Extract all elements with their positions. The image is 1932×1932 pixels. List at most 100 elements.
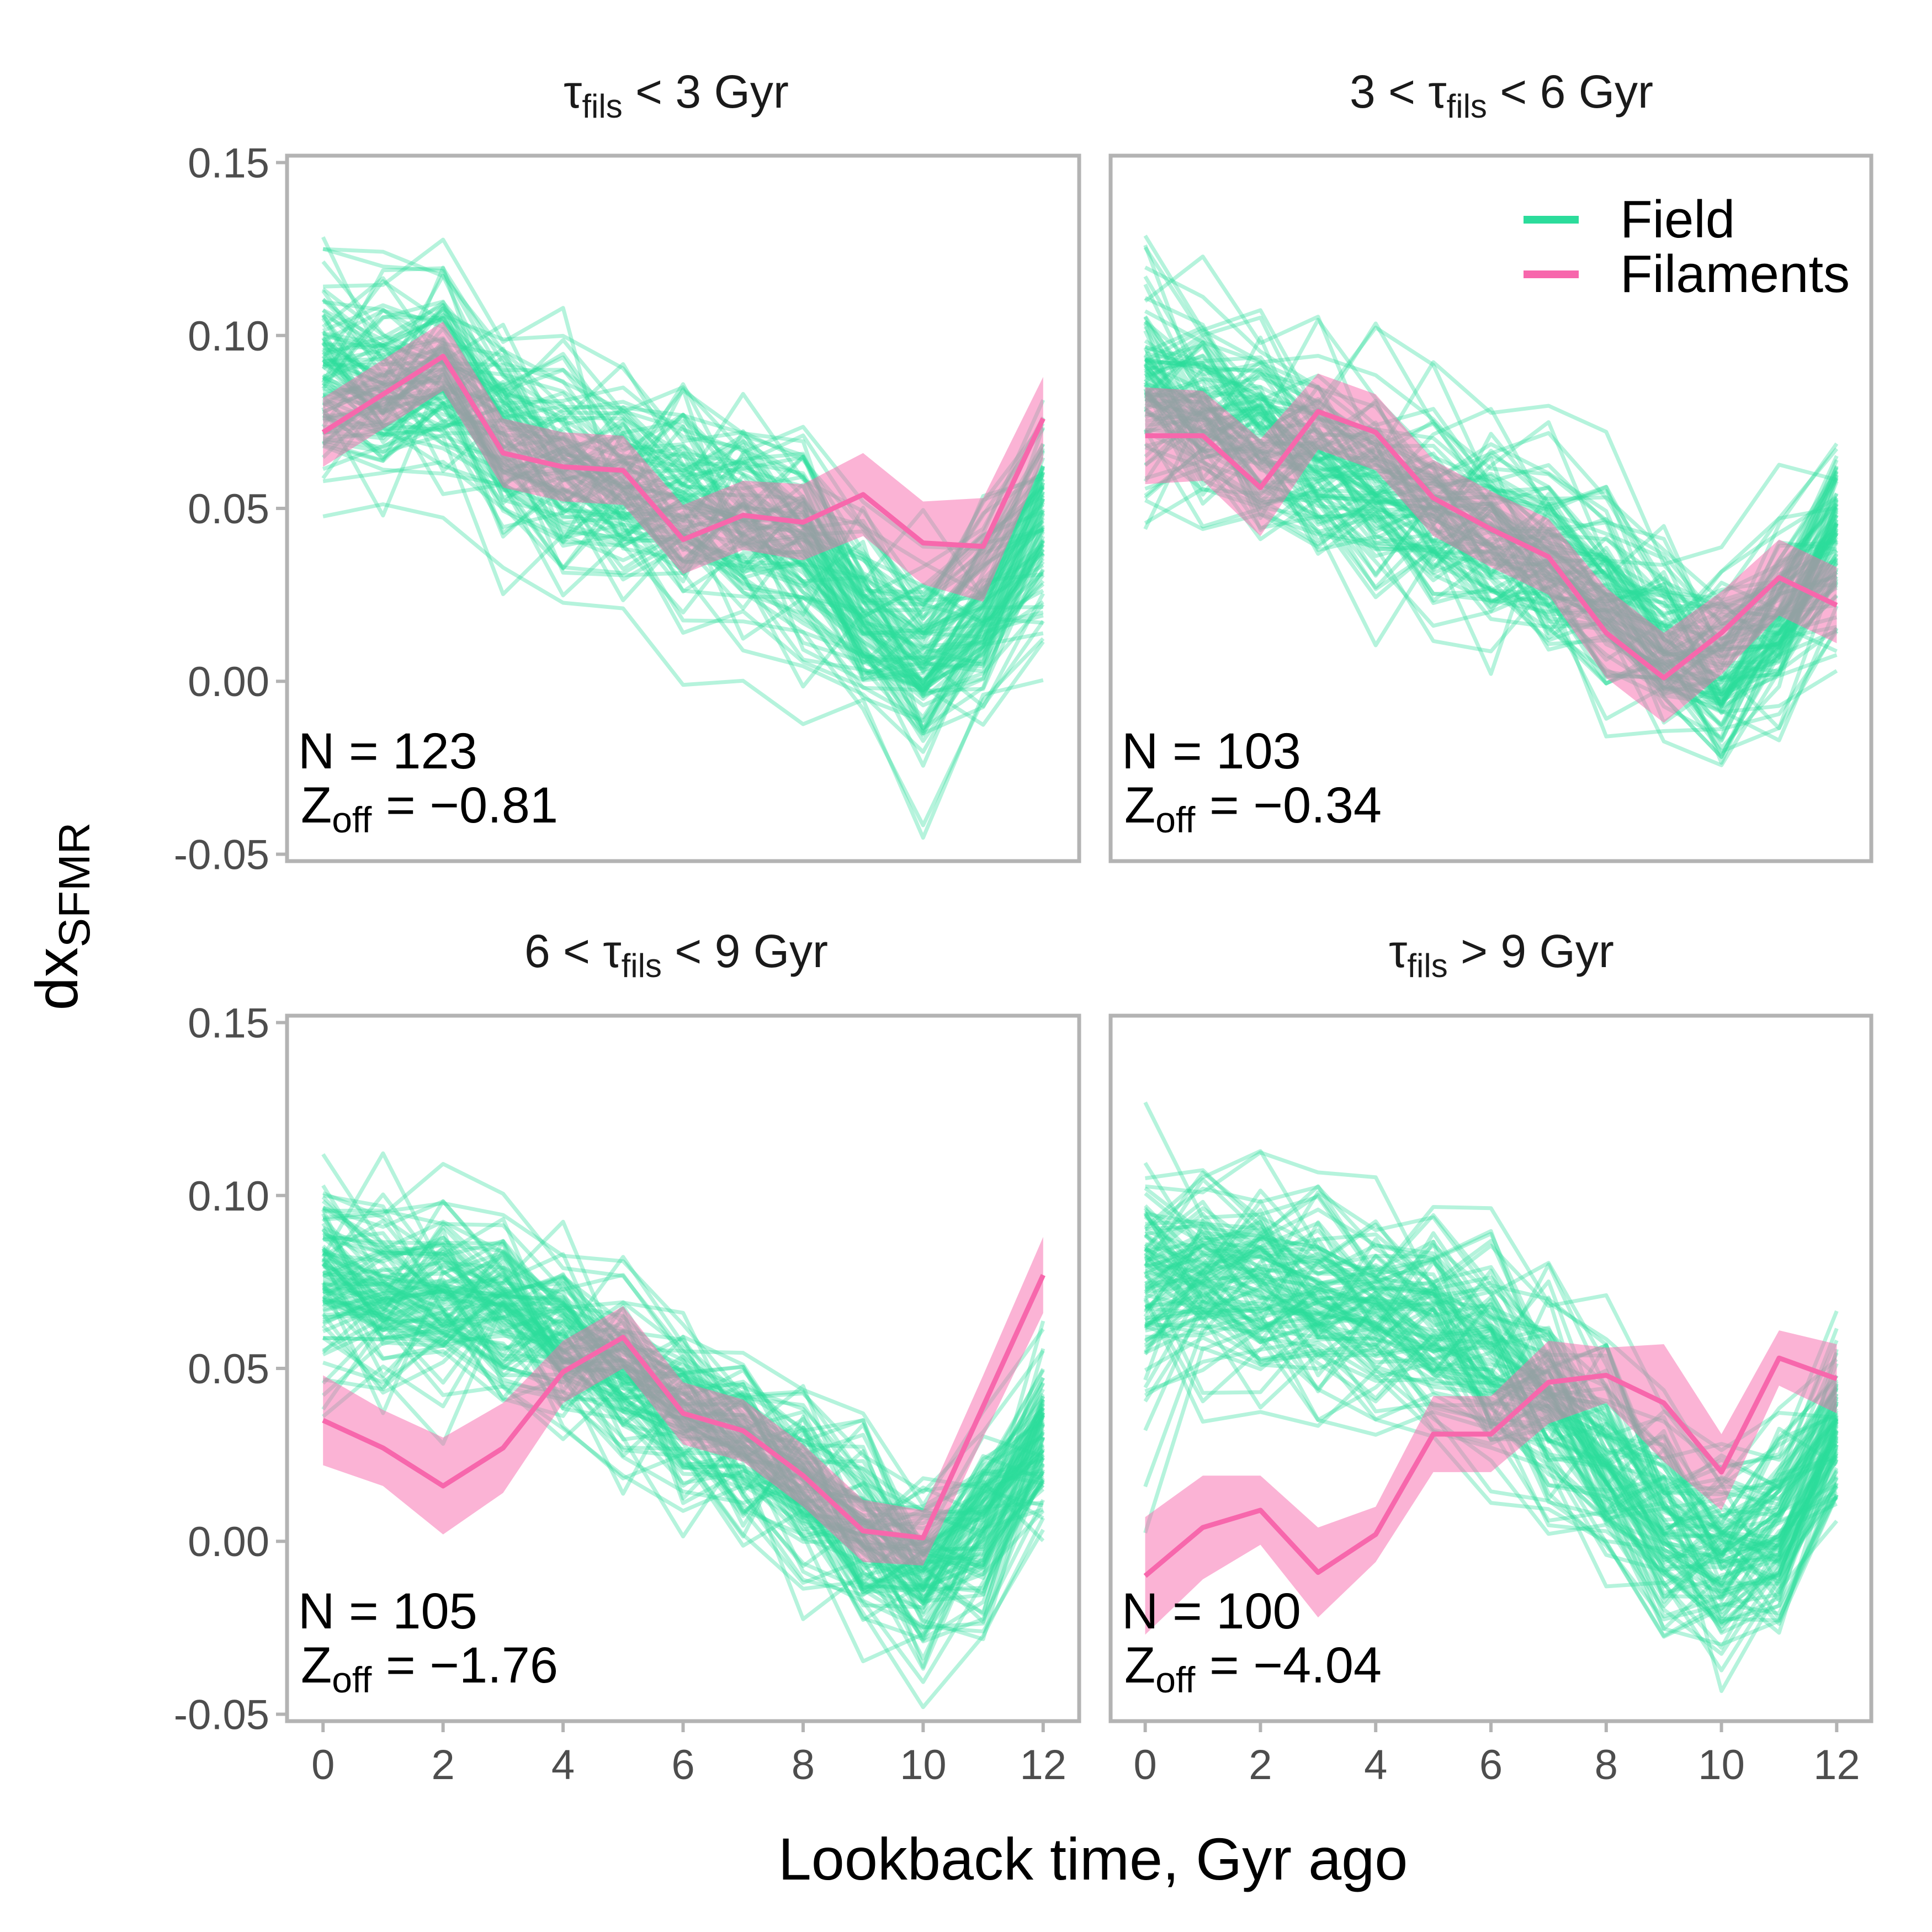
field-line bbox=[321, 1262, 1045, 1597]
field-line bbox=[323, 237, 1044, 607]
z-offset-label: Zoff = −0.81 bbox=[301, 777, 558, 840]
x-tick-label: 2 bbox=[1249, 1742, 1272, 1788]
field-line bbox=[321, 1262, 1045, 1574]
field-line bbox=[1144, 1213, 1838, 1540]
field-line bbox=[322, 382, 1044, 664]
field-line bbox=[1143, 347, 1838, 692]
field-line bbox=[322, 334, 1045, 693]
field-line bbox=[1144, 1215, 1839, 1564]
y-axis-title: dxSFMR bbox=[23, 822, 99, 1011]
field-line bbox=[1144, 375, 1839, 699]
filament-line bbox=[322, 1274, 1045, 1541]
field-line bbox=[1144, 1231, 1839, 1531]
field-line bbox=[1144, 254, 1838, 566]
field-line bbox=[1145, 1299, 1839, 1583]
field-line bbox=[1144, 1273, 1839, 1599]
field-line bbox=[322, 1260, 1045, 1570]
panel-tau-3-6: 3 < τfils < 6 Gyr N = 103 Zoff = −0.34 bbox=[1108, 66, 1873, 863]
field-line bbox=[1144, 266, 1838, 646]
field-line bbox=[1144, 1259, 1838, 1573]
y-tick-label: 0.15 bbox=[188, 1000, 269, 1047]
n-label: N = 105 bbox=[298, 1583, 477, 1639]
field-line bbox=[1145, 359, 1839, 618]
field-line bbox=[1145, 1316, 1839, 1633]
field-line bbox=[1144, 1186, 1839, 1556]
field-line bbox=[322, 1248, 1044, 1643]
field-line bbox=[322, 303, 1045, 672]
filament-line bbox=[1145, 409, 1838, 681]
field-line bbox=[321, 1270, 1045, 1644]
field-line bbox=[1143, 325, 1839, 709]
field-line bbox=[322, 378, 1045, 636]
panel-tau-gt-9: τfils > 9 Gyr 0 2 4 6 8 10 12 N = 100 Zoff = −… bbox=[1108, 925, 1873, 1788]
field-line bbox=[1143, 1177, 1839, 1587]
field-line bbox=[322, 1289, 1044, 1593]
field-line bbox=[1144, 1254, 1839, 1625]
field-line bbox=[1144, 1220, 1838, 1559]
field-line bbox=[1144, 1254, 1839, 1563]
field-line bbox=[322, 1290, 1045, 1575]
filament-line bbox=[321, 353, 1045, 549]
field-line bbox=[1144, 1277, 1838, 1556]
field-line bbox=[321, 396, 1045, 686]
field-line bbox=[1143, 1211, 1839, 1602]
field-line bbox=[321, 1250, 1045, 1538]
field-line bbox=[322, 1271, 1045, 1616]
field-line bbox=[1144, 1199, 1838, 1517]
field-line bbox=[1144, 1243, 1839, 1591]
legend: Field Filaments bbox=[1524, 190, 1850, 304]
panel-title: 3 < τfils < 6 Gyr bbox=[1350, 66, 1653, 125]
field-line bbox=[1145, 1241, 1839, 1559]
field-line bbox=[321, 1321, 1045, 1710]
field-line bbox=[1144, 1229, 1839, 1594]
field-line bbox=[322, 405, 1045, 668]
field-line bbox=[1144, 1212, 1838, 1536]
field-line bbox=[1144, 1253, 1839, 1603]
x-tick-label: 12 bbox=[1813, 1742, 1860, 1788]
field-line bbox=[322, 1295, 1045, 1589]
filament-band bbox=[323, 1236, 1043, 1566]
x-tick-label: 0 bbox=[311, 1742, 335, 1788]
field-line bbox=[1143, 1299, 1839, 1638]
y-tick-label: 0.00 bbox=[188, 1519, 269, 1565]
n-label: N = 123 bbox=[298, 723, 477, 779]
field-line bbox=[322, 312, 1045, 743]
n-label: N = 100 bbox=[1122, 1583, 1301, 1639]
field-line bbox=[322, 1191, 1045, 1526]
field-line bbox=[1144, 1300, 1838, 1576]
x-tick-label: 8 bbox=[1595, 1742, 1618, 1788]
x-tick-label: 10 bbox=[1698, 1742, 1745, 1788]
x-tick-label: 6 bbox=[1479, 1742, 1503, 1788]
y-tick-label: -0.05 bbox=[174, 831, 269, 878]
y-tick-label: 0.05 bbox=[188, 1346, 269, 1393]
x-tick-label: 6 bbox=[671, 1742, 694, 1788]
x-tick-label: 2 bbox=[432, 1742, 455, 1788]
x-tick-label: 4 bbox=[551, 1742, 575, 1788]
panel-title: τfils < 3 Gyr bbox=[564, 66, 789, 125]
field-line bbox=[1144, 1327, 1839, 1622]
field-line bbox=[1144, 1279, 1838, 1618]
field-line bbox=[322, 331, 1045, 603]
field-line bbox=[1144, 1262, 1838, 1561]
field-line bbox=[321, 1296, 1045, 1617]
field-line bbox=[1145, 1259, 1839, 1564]
field-line bbox=[1144, 1222, 1839, 1518]
panel-tau-lt-3: τfils < 3 Gyr 0.15 0.10 0.05 0.00 -0.05 N = … bbox=[174, 66, 1081, 878]
field-line bbox=[321, 1324, 1045, 1684]
field-line bbox=[1144, 1229, 1839, 1557]
field-line bbox=[1143, 1170, 1839, 1530]
field-line bbox=[1144, 382, 1839, 693]
filament-band bbox=[1145, 373, 1837, 723]
field-line bbox=[322, 273, 1045, 623]
field-line bbox=[323, 1221, 1044, 1640]
field-line bbox=[321, 1317, 1045, 1606]
field-line bbox=[322, 1310, 1045, 1594]
legend-label-filaments: Filaments bbox=[1620, 245, 1850, 304]
field-line bbox=[323, 1313, 1045, 1573]
field-line bbox=[1143, 1309, 1839, 1589]
field-line bbox=[321, 1302, 1045, 1633]
field-line bbox=[1143, 1233, 1838, 1537]
x-tick-label: 12 bbox=[1020, 1742, 1066, 1788]
field-line bbox=[322, 353, 1044, 670]
